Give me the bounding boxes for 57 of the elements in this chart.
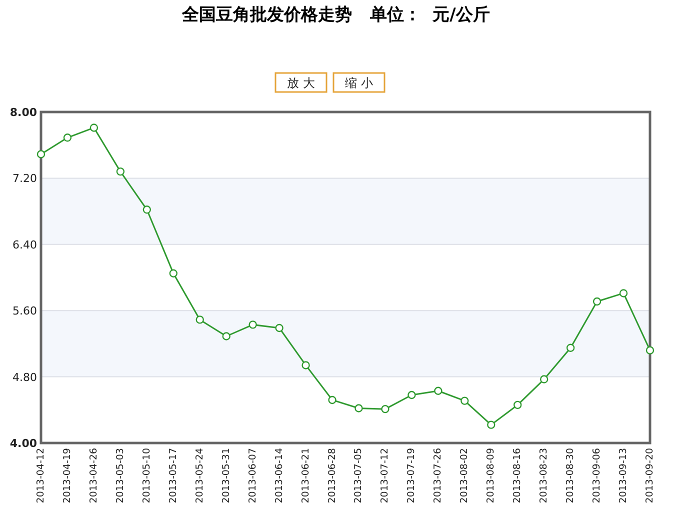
point	[540, 375, 548, 384]
y-tick-label: 6.40	[12, 238, 37, 252]
point	[460, 396, 469, 405]
y-tick-label: 4.00	[10, 437, 38, 450]
point	[222, 332, 230, 340]
point	[381, 404, 390, 414]
point	[487, 420, 496, 429]
x-tick-label: 2013-07-05	[353, 448, 364, 504]
point	[566, 344, 575, 352]
x-tick-label: 2013-04-26	[88, 448, 100, 504]
x-tick-label: 2013-04-19	[62, 448, 73, 504]
point	[63, 134, 72, 142]
x-tick-label: 2013-05-17	[168, 448, 179, 504]
x-tick-label: 2013-07-19	[406, 448, 418, 504]
point	[328, 396, 336, 404]
point	[36, 150, 46, 158]
point	[354, 404, 363, 412]
point	[302, 361, 310, 370]
point	[408, 390, 416, 400]
x-tick-label: 2013-05-10	[141, 448, 152, 504]
y-tick-label: 4.80	[12, 370, 37, 384]
x-tick-label: 2013-06-21	[300, 448, 312, 504]
point	[142, 206, 152, 214]
y-tick-label: 5.60	[12, 304, 37, 318]
x-tick-label: 2013-08-02	[459, 448, 470, 504]
point	[169, 269, 178, 278]
x-tick-label: 2013-06-07	[247, 448, 258, 504]
x-tick-label: 2013-06-28	[326, 448, 338, 504]
x-tick-label: 2013-07-26	[432, 448, 444, 504]
y-tick-label: 8.00	[10, 106, 38, 119]
x-tick-label: 2013-04-12	[36, 448, 46, 504]
point	[275, 324, 284, 332]
x-tick-label: 2013-05-03	[114, 448, 126, 504]
point	[619, 289, 628, 298]
point	[434, 386, 442, 395]
point	[196, 316, 204, 324]
x-tick-label: 2013-07-12	[380, 448, 391, 504]
y-tick-label: 7.20	[12, 172, 37, 186]
button: 缩 小	[332, 72, 386, 93]
point	[646, 346, 654, 354]
x-tick-label: 2013-05-24	[194, 448, 206, 504]
x-tick-label: 2013-08-23	[538, 448, 550, 504]
x-tick-label: 2013-09-13	[618, 448, 630, 504]
x-tick-label: 2013-05-31	[220, 448, 232, 504]
point	[592, 297, 602, 306]
button: 放 大	[274, 72, 328, 93]
x-tick-label: 2013-09-06	[592, 448, 603, 504]
x-tick-label: 2013-08-09	[486, 448, 497, 504]
point	[90, 124, 98, 132]
x-tick-label: 2013-08-30	[565, 448, 576, 504]
x-tick-label: 2013-08-16	[512, 448, 524, 504]
x-tick-label: 2013-09-20	[644, 448, 656, 504]
point	[116, 167, 125, 176]
point	[514, 400, 522, 410]
point	[248, 320, 257, 329]
x-tick-label: 2013-06-14	[274, 448, 285, 504]
title: 全国豆角批发价格走势 单位： 元/公斤	[182, 5, 490, 25]
